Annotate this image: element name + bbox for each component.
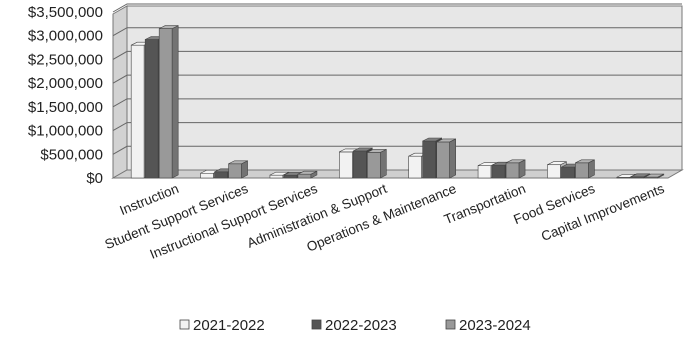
legend-label: 2022-2023 bbox=[325, 317, 397, 334]
bars bbox=[130, 25, 665, 179]
bar bbox=[228, 160, 248, 179]
bar bbox=[367, 148, 387, 179]
x-category-label: Capital Improvements bbox=[539, 181, 667, 244]
gridlines bbox=[112, 3, 682, 155]
back-wall bbox=[126, 5, 683, 171]
legend-swatch bbox=[179, 319, 190, 330]
y-tick-label: $500,000 bbox=[40, 146, 103, 163]
legend: 2021-2022 2022-2023 2023-2024 bbox=[179, 317, 531, 334]
y-tick-label: $1,000,000 bbox=[28, 123, 103, 140]
bar bbox=[297, 170, 318, 179]
legend-swatch bbox=[311, 319, 322, 330]
y-axis-tick-labels: $0 $500,000 $1,000,000 $1,500,000 $2,000,000… bbox=[28, 4, 103, 187]
legend-swatch bbox=[445, 319, 456, 330]
legend-label: 2021-2022 bbox=[193, 317, 265, 334]
gridline bbox=[112, 122, 682, 132]
gridline bbox=[112, 3, 682, 13]
gridline bbox=[112, 27, 682, 37]
gridline bbox=[112, 74, 682, 84]
bar bbox=[505, 159, 526, 179]
chart-walls bbox=[111, 5, 684, 179]
legend-item: 2021-2022 bbox=[179, 317, 265, 334]
y-tick-label: $0 bbox=[86, 170, 103, 187]
floor bbox=[111, 169, 684, 179]
bar bbox=[575, 159, 595, 179]
bar bbox=[644, 173, 665, 179]
legend-item: 2022-2023 bbox=[311, 317, 397, 334]
y-tick-label: $1,500,000 bbox=[28, 99, 103, 116]
gridline bbox=[112, 98, 682, 108]
y-tick-label: $2,000,000 bbox=[28, 75, 103, 92]
legend-item: 2023-2024 bbox=[445, 317, 531, 334]
bar bbox=[158, 25, 179, 179]
legend-label: 2023-2024 bbox=[459, 317, 531, 334]
bar bbox=[436, 138, 456, 179]
y-tick-label: $3,500,000 bbox=[28, 4, 103, 21]
y-tick-label: $2,500,000 bbox=[28, 51, 103, 68]
gridline bbox=[112, 145, 682, 155]
gridline bbox=[112, 50, 682, 60]
y-tick-label: $3,000,000 bbox=[28, 28, 103, 45]
